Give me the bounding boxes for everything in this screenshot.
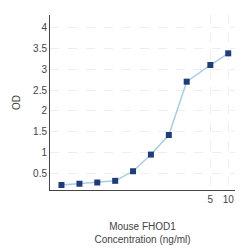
svg-text:OD: OD	[11, 95, 22, 110]
svg-text:Mouse FHOD1Concentration (ng/m: Mouse FHOD1Concentration (ng/ml)	[94, 221, 190, 245]
svg-text:0.5: 0.5	[33, 168, 47, 179]
svg-text:10: 10	[223, 194, 235, 205]
svg-text:1: 1	[41, 147, 47, 158]
svg-text:3: 3	[41, 64, 47, 75]
svg-text:2.5: 2.5	[33, 85, 47, 96]
svg-text:2: 2	[41, 105, 47, 116]
svg-text:5: 5	[208, 194, 214, 205]
svg-text:4: 4	[41, 22, 47, 33]
svg-text:1.5: 1.5	[33, 126, 47, 137]
svg-text:3.5: 3.5	[33, 43, 47, 54]
